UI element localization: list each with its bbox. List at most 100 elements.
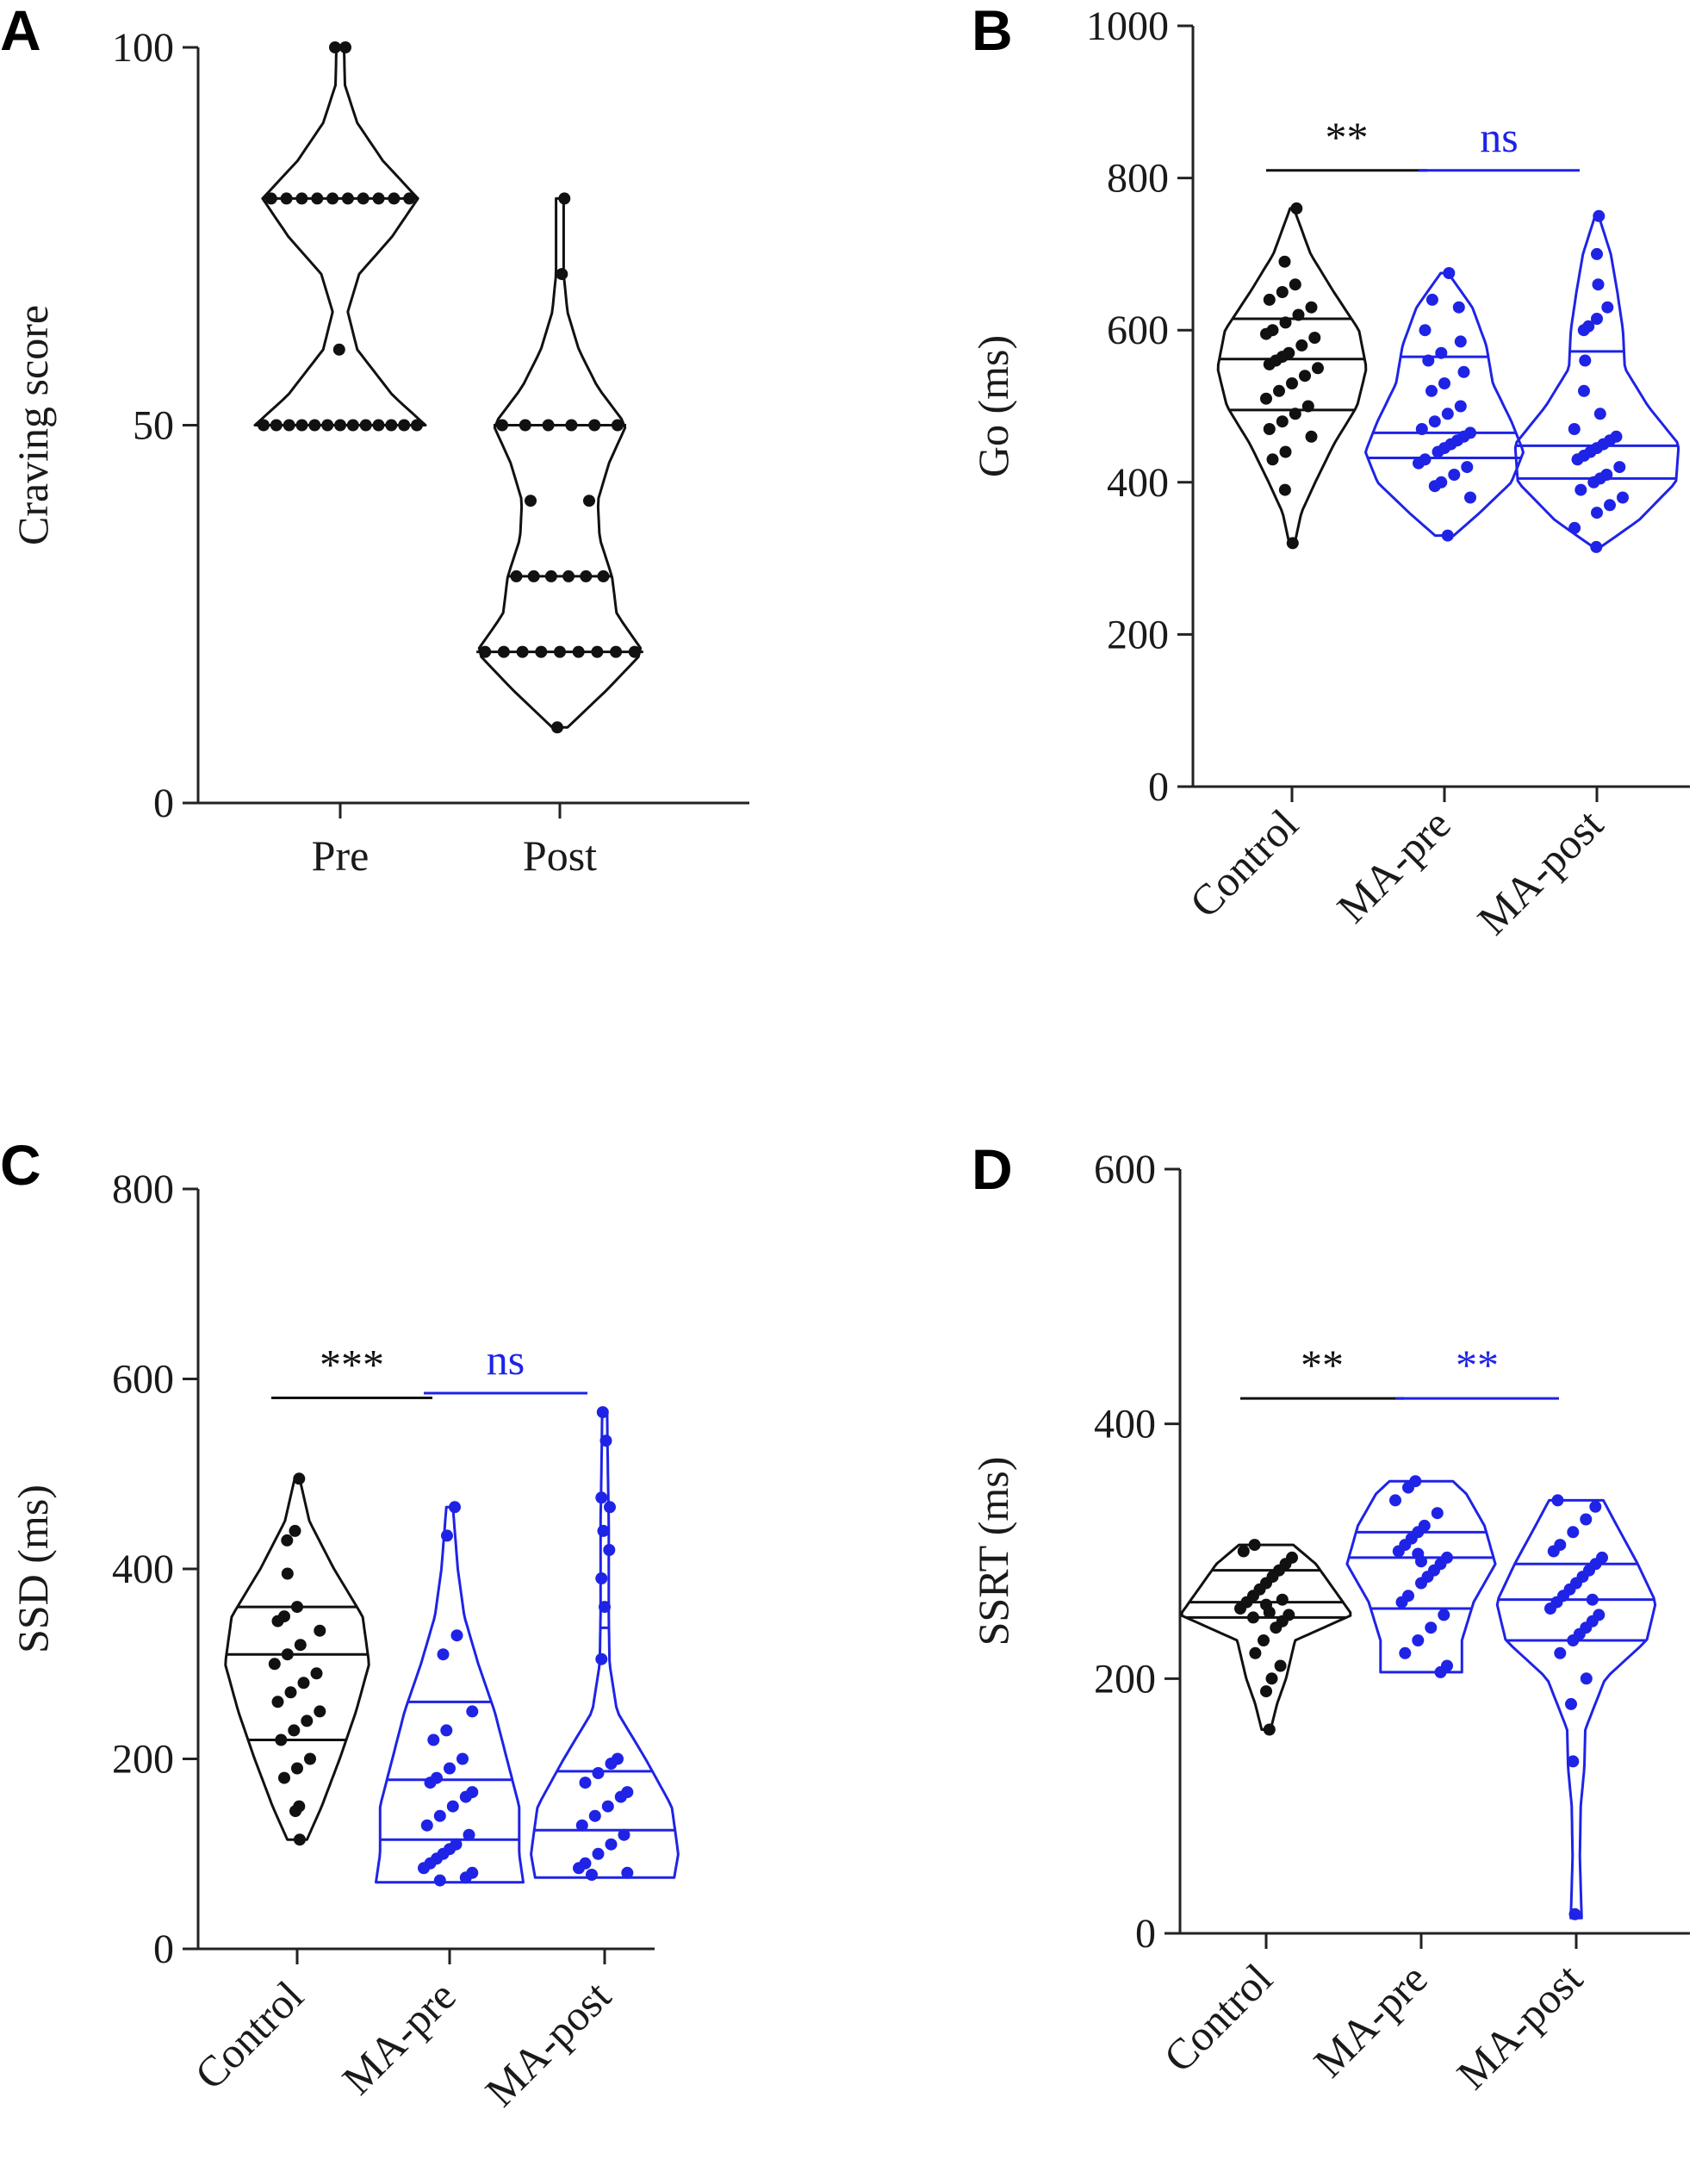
data-point	[444, 1762, 456, 1775]
data-point	[572, 645, 585, 658]
data-point	[592, 1767, 605, 1779]
data-point	[516, 645, 529, 658]
y-tick-label: 600	[1094, 1147, 1156, 1192]
data-point	[463, 1828, 475, 1841]
data-point	[551, 721, 563, 734]
data-point	[1279, 316, 1292, 329]
y-tick-label: 100	[112, 25, 174, 71]
data-point	[1586, 1593, 1599, 1606]
data-point	[1263, 1606, 1276, 1619]
data-point	[1425, 293, 1438, 306]
data-point	[1308, 332, 1321, 344]
data-point	[1431, 1507, 1444, 1520]
data-point	[284, 1686, 297, 1699]
data-point	[496, 419, 508, 432]
data-point	[334, 419, 346, 432]
panel-letter: C	[0, 1133, 41, 1197]
data-point	[314, 1705, 326, 1718]
data-point	[1278, 483, 1291, 496]
violin-outline	[477, 196, 643, 729]
y-axis-label: SSD (ms)	[9, 1484, 57, 1653]
violin-ma-post	[1513, 209, 1680, 553]
data-point	[1613, 461, 1626, 474]
data-point	[1278, 255, 1291, 268]
y-tick-label: 800	[1107, 156, 1169, 202]
data-point	[595, 1652, 608, 1665]
data-point	[1301, 400, 1314, 413]
data-point	[446, 1800, 459, 1813]
data-point	[565, 419, 578, 432]
data-point	[1274, 1659, 1287, 1672]
data-point	[497, 645, 510, 658]
data-point	[597, 1524, 610, 1537]
data-point	[614, 1790, 627, 1803]
data-point	[459, 1790, 472, 1803]
data-point	[283, 419, 295, 432]
x-tick-label: Pre	[312, 831, 370, 880]
data-point	[1591, 507, 1603, 520]
data-point	[1286, 377, 1298, 389]
data-point	[1265, 1672, 1278, 1685]
data-point	[1587, 476, 1600, 489]
data-point	[1432, 445, 1444, 458]
panel-letter: A	[0, 0, 41, 62]
data-point	[1276, 415, 1289, 428]
data-point	[1454, 400, 1467, 413]
violin-outline	[1364, 271, 1525, 538]
data-point	[418, 1862, 430, 1875]
data-point	[271, 1615, 284, 1627]
data-point	[1266, 453, 1279, 466]
data-point	[310, 1667, 323, 1680]
data-point	[1448, 469, 1461, 481]
violin-ma-pre	[1345, 1475, 1497, 1678]
data-point	[281, 1534, 294, 1547]
y-tick-label: 200	[112, 1737, 174, 1783]
data-point	[479, 645, 492, 658]
data-point	[1260, 392, 1272, 405]
data-point	[278, 1771, 290, 1784]
y-tick-label: 200	[1094, 1656, 1156, 1702]
data-point	[1260, 327, 1272, 340]
y-tick-label: 1000	[1086, 3, 1169, 49]
data-point	[554, 645, 566, 658]
violin-ma-pre	[1364, 267, 1525, 542]
data-point	[575, 1819, 588, 1832]
data-point	[297, 1677, 310, 1690]
data-point	[1589, 1500, 1602, 1513]
data-point	[294, 1833, 306, 1846]
data-point	[510, 569, 523, 582]
data-point	[603, 1544, 616, 1556]
panel-b: B 0 200 400 600 800 1000 Go (ms) Control MA-pre MA…	[969, 0, 1690, 943]
y-axis-label: SSRT (ms)	[969, 1457, 1017, 1646]
data-point	[1568, 521, 1581, 534]
data-point	[1289, 278, 1301, 291]
data-point	[1452, 301, 1465, 314]
violin-outline	[253, 46, 427, 426]
data-point	[293, 1472, 306, 1485]
data-point	[1279, 445, 1292, 458]
data-point	[1402, 1481, 1414, 1494]
data-point	[583, 495, 595, 507]
data-point	[1389, 1494, 1401, 1507]
data-point	[1454, 335, 1467, 348]
y-tick-label: 400	[1107, 460, 1169, 506]
data-point	[535, 645, 548, 658]
data-point	[321, 419, 334, 432]
data-point	[1567, 1755, 1580, 1768]
data-point	[612, 419, 624, 432]
data-point	[1305, 301, 1318, 314]
data-point	[1591, 247, 1603, 260]
data-point	[1617, 491, 1629, 504]
data-point	[1399, 1646, 1412, 1659]
data-point	[595, 1572, 608, 1584]
data-point	[329, 41, 341, 53]
significance-label: **	[1301, 1341, 1344, 1389]
significance-label: ns	[1480, 113, 1518, 161]
data-point	[621, 1866, 634, 1879]
data-point	[1419, 324, 1432, 337]
data-point	[289, 1805, 301, 1818]
y-tick-label: 50	[133, 403, 174, 449]
data-point	[1290, 202, 1303, 215]
data-point	[595, 1491, 608, 1504]
